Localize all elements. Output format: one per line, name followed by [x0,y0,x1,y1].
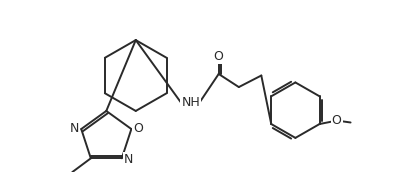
Text: N: N [69,122,79,135]
Text: NH: NH [181,96,200,109]
Text: O: O [214,50,223,63]
Text: N: N [124,153,133,166]
Text: O: O [332,114,341,127]
Text: O: O [133,122,143,135]
